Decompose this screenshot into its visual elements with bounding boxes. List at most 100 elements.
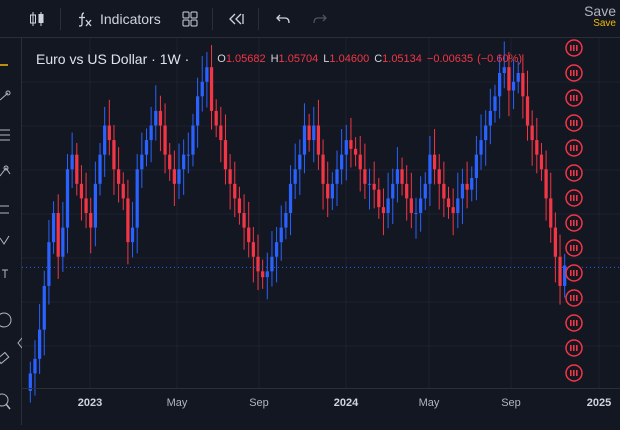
open-label: O (217, 53, 226, 65)
fx-icon (78, 12, 92, 27)
candle-down (79, 183, 84, 199)
low-label: L (323, 53, 330, 65)
time-axis-tick: Sep (249, 397, 269, 409)
dividend-event-icon[interactable] (565, 314, 583, 332)
dividend-event-icon[interactable] (565, 89, 583, 107)
candle-up (293, 169, 297, 184)
text-icon[interactable] (2, 269, 8, 278)
trendline-icon[interactable] (0, 90, 11, 101)
ohlc-low: L1.04600 (323, 53, 369, 65)
symbol-title[interactable]: Euro vs US Dollar · 1W · (36, 51, 190, 67)
candle-down (326, 183, 330, 199)
candle-down (89, 213, 93, 228)
dividend-event-icon[interactable] (565, 364, 583, 382)
event-markers[interactable] (565, 39, 583, 382)
candle-down (112, 140, 116, 170)
high-value: 1.05704 (278, 53, 319, 65)
candle-down (219, 125, 223, 141)
candle-down (521, 73, 525, 97)
candle-down (372, 183, 376, 190)
candle-up (265, 271, 269, 278)
dividend-event-icon[interactable] (565, 139, 583, 157)
dividend-event-icon[interactable] (565, 39, 583, 57)
dividend-event-icon[interactable] (565, 189, 583, 207)
candle-up (335, 169, 339, 184)
dividend-event-icon[interactable] (565, 339, 583, 357)
candle-down (233, 183, 237, 199)
chart-pane[interactable]: Euro vs US Dollar · 1W · O1.05682 H1.057… (22, 38, 620, 425)
candle-down (321, 154, 325, 184)
candle-up (516, 73, 520, 82)
fib-icon[interactable] (0, 129, 10, 141)
zoom-icon[interactable] (0, 393, 11, 410)
candle-down (172, 169, 176, 184)
redo-button[interactable] (311, 0, 329, 38)
candle-down (116, 169, 121, 184)
candle-down (437, 169, 441, 184)
undo-button[interactable] (274, 0, 292, 38)
candle-up (474, 154, 479, 178)
layout-button[interactable] (181, 0, 199, 38)
candle-up (93, 183, 98, 228)
candle-down (242, 213, 246, 228)
candle-up (423, 183, 427, 199)
candle-down (549, 198, 553, 228)
candle-down (209, 67, 214, 111)
candle-down (126, 198, 130, 243)
indicators-button[interactable]: Indicators (76, 0, 161, 38)
pattern-icon[interactable] (0, 165, 11, 177)
time-axis-tick: 2023 (77, 397, 103, 409)
candle-up (51, 213, 56, 243)
candle-down (442, 183, 446, 199)
time-axis[interactable]: 2023 May Sep 2024 May Sep 2025 (22, 388, 620, 425)
chart-legend: Euro vs US Dollar · 1W · O1.05682 H1.057… (36, 50, 526, 68)
chart-type-button[interactable] (28, 0, 46, 38)
brush-icon[interactable] (0, 235, 10, 245)
candle-down (214, 110, 218, 126)
candle-up (182, 154, 186, 170)
dividend-event-icon[interactable] (565, 264, 583, 282)
dividend-event-icon[interactable] (565, 239, 583, 257)
close-value: 1.05134 (382, 53, 422, 65)
candle-up (42, 285, 46, 330)
candle-up (47, 242, 51, 286)
dividend-event-icon[interactable] (565, 114, 583, 132)
candle-up (479, 140, 483, 155)
candle-down (84, 198, 88, 213)
candle-up (511, 81, 516, 91)
candle-up (502, 67, 506, 73)
emoji-icon[interactable] (0, 312, 12, 328)
dividend-event-icon[interactable] (565, 214, 583, 232)
grid-layout-icon (182, 11, 198, 27)
candle-down (465, 183, 469, 190)
save-button[interactable]: Save Save (584, 4, 616, 29)
candle-down (168, 154, 172, 170)
candle-down (56, 213, 60, 257)
candle-up (130, 227, 135, 243)
ruler-icon[interactable] (0, 351, 10, 365)
candle-up (135, 169, 139, 228)
dividend-event-icon[interactable] (565, 289, 583, 307)
candle-down (553, 227, 558, 257)
candle-up (340, 154, 344, 170)
candle-down (558, 256, 562, 286)
prediction-icon[interactable] (0, 205, 9, 214)
collapse-arrow-icon[interactable] (17, 337, 23, 349)
replay-button[interactable] (227, 0, 245, 38)
candle-down (251, 242, 255, 257)
candle-down (247, 227, 251, 243)
top-toolbar: Indicators Save Save (0, 0, 620, 38)
candle-down (544, 169, 548, 199)
candle-up (414, 213, 418, 214)
dividend-event-icon[interactable] (565, 164, 583, 182)
candle-down (377, 189, 381, 208)
candle-up (279, 227, 283, 243)
candle-down (223, 140, 228, 170)
price-chart[interactable] (22, 38, 620, 425)
candle-up (33, 358, 37, 374)
time-axis-tick: 2025 (586, 397, 612, 409)
candle-up (149, 125, 153, 141)
time-axis-tick: Sep (501, 397, 521, 409)
candle-up (344, 140, 348, 155)
dividend-event-icon[interactable] (565, 64, 583, 82)
